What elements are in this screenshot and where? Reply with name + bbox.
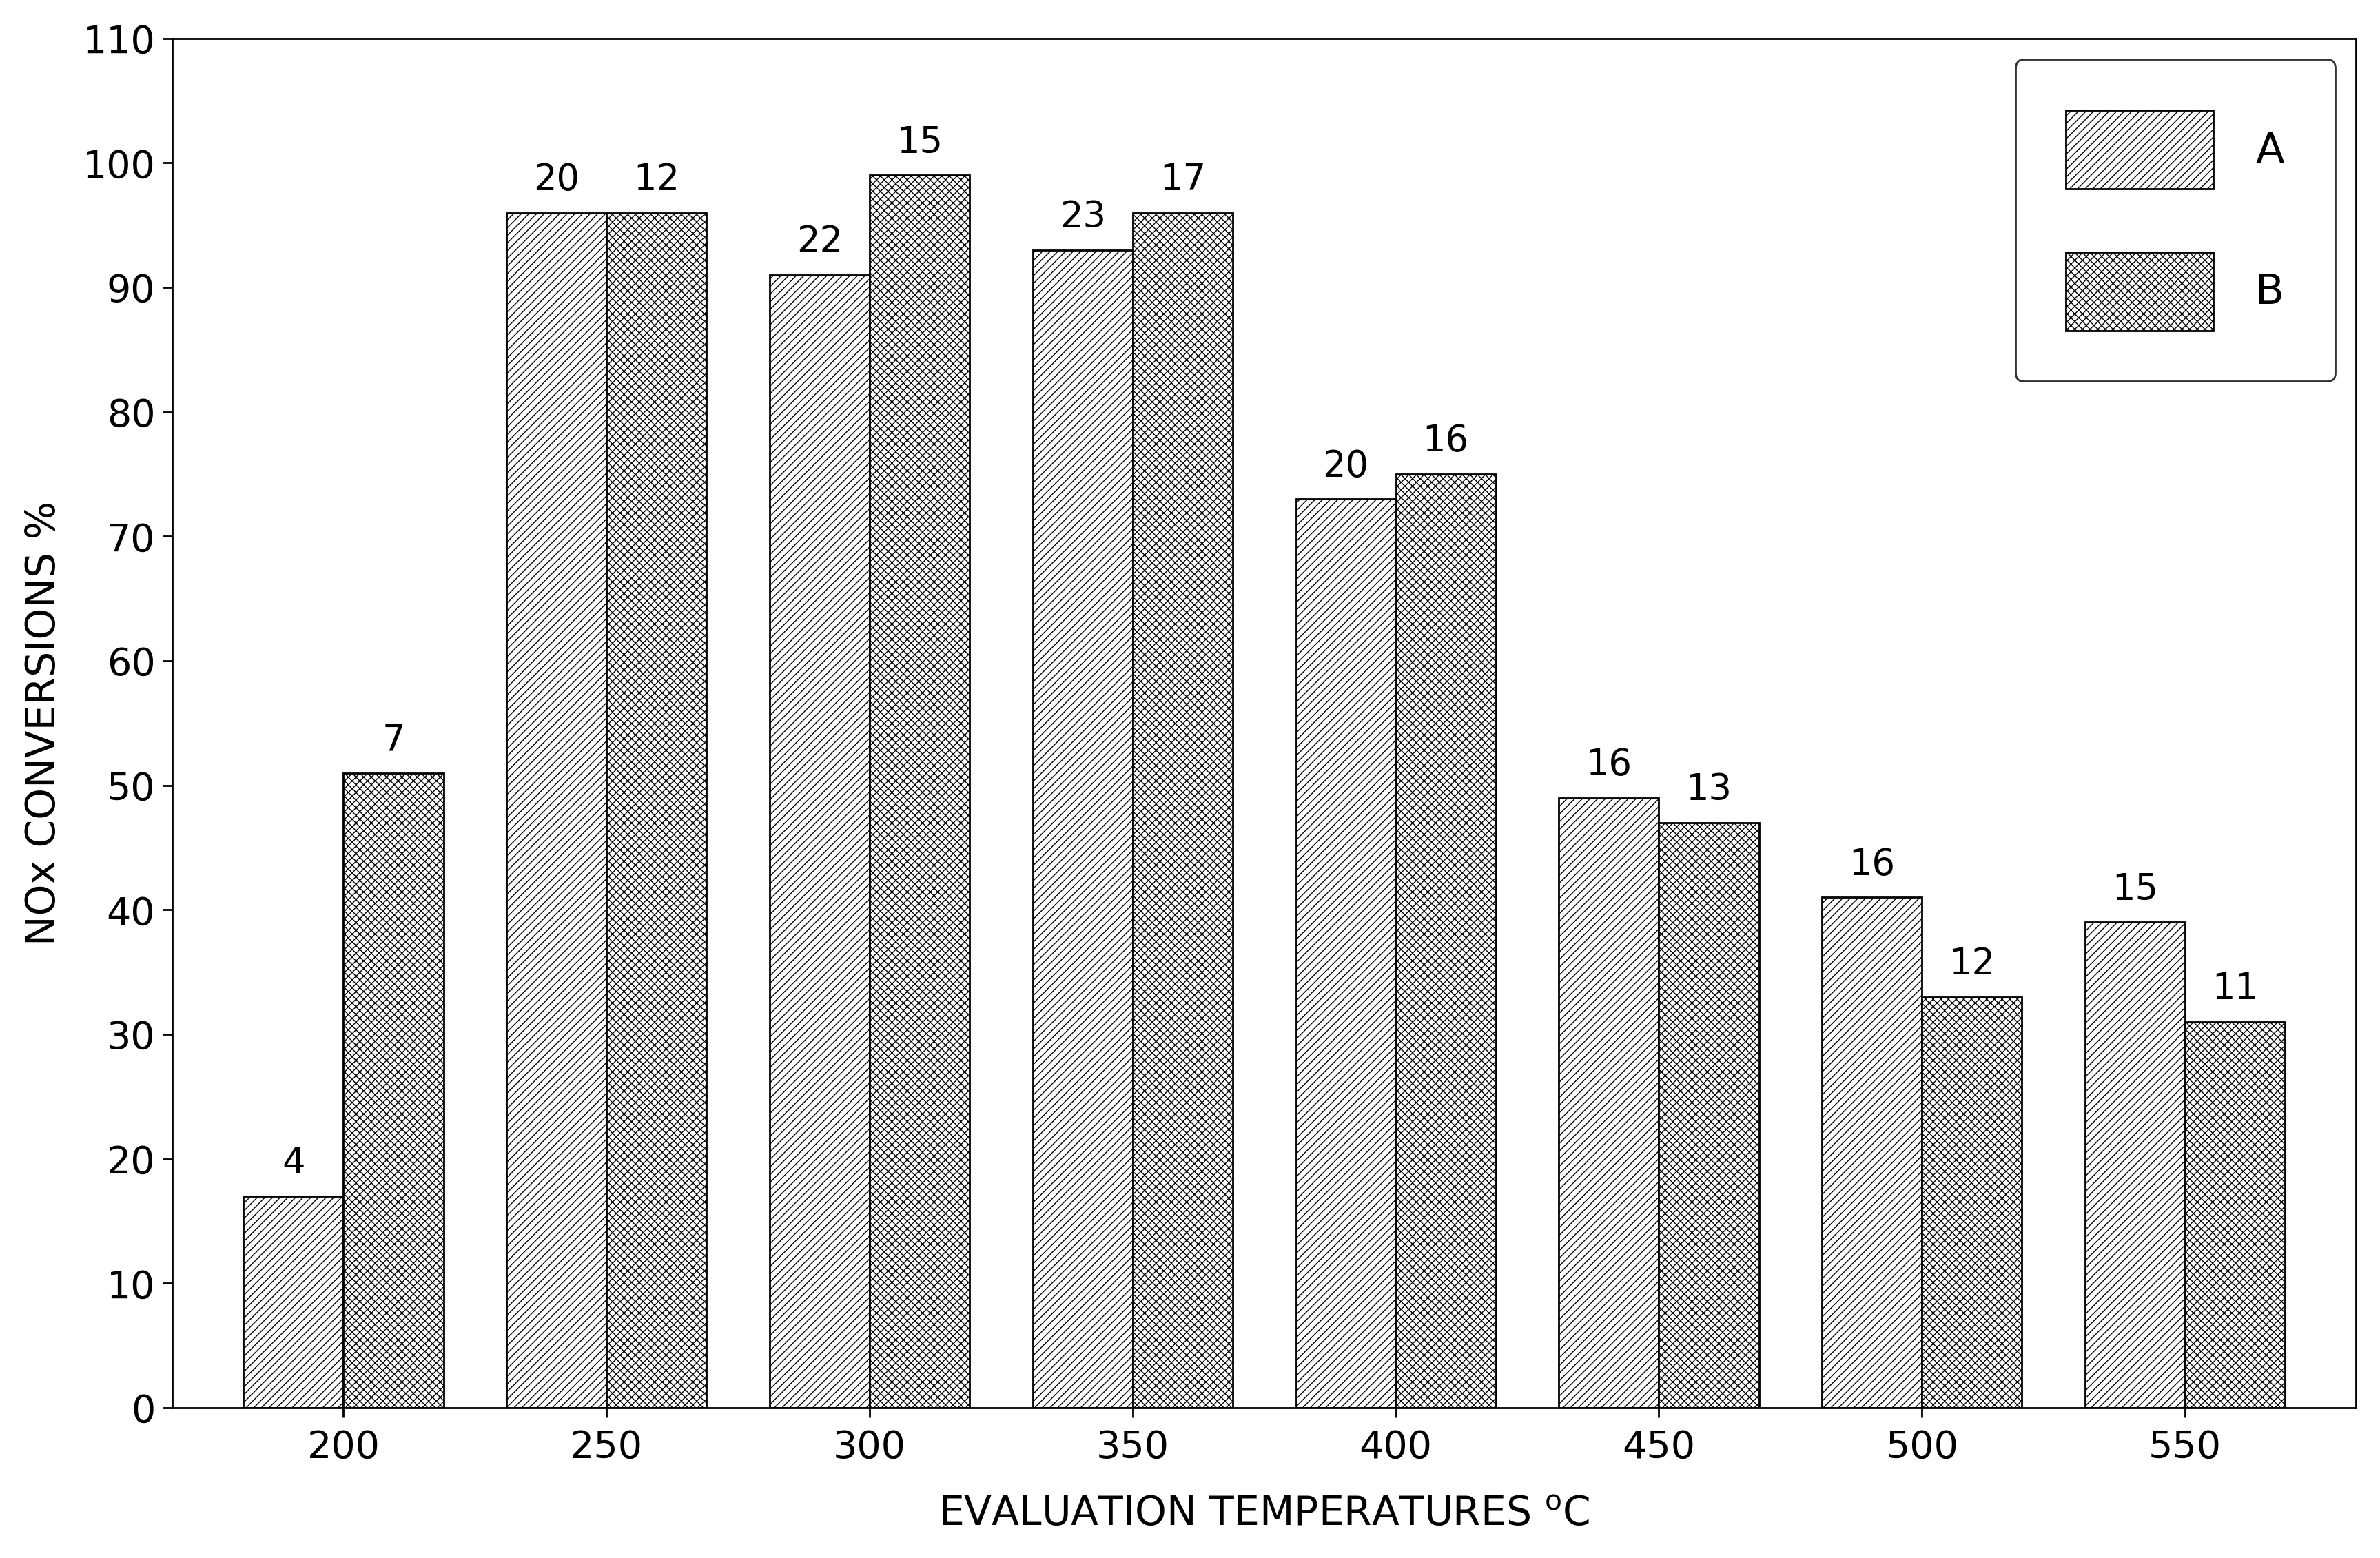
Text: 12: 12 — [633, 162, 681, 198]
Text: 16: 16 — [1849, 846, 1894, 882]
Bar — [1823, 897, 1923, 1408]
Text: 17: 17 — [1159, 162, 1207, 198]
Bar — [1395, 474, 1495, 1408]
X-axis label: EVALUATION TEMPERATURES $^{\mathrm{o}}$C: EVALUATION TEMPERATURES $^{\mathrm{o}}$C — [938, 1494, 1590, 1535]
Legend: A, B: A, B — [2016, 59, 2335, 382]
Bar — [1659, 823, 1759, 1408]
Bar — [607, 213, 707, 1408]
Bar — [1295, 499, 1395, 1408]
Text: 16: 16 — [1423, 424, 1468, 460]
Text: 20: 20 — [533, 162, 581, 198]
Bar — [507, 213, 607, 1408]
Bar — [1033, 249, 1133, 1408]
Bar — [243, 1197, 343, 1408]
Text: 22: 22 — [797, 224, 843, 260]
Text: 4: 4 — [281, 1145, 305, 1181]
Bar — [1559, 798, 1659, 1408]
Bar — [2085, 922, 2185, 1408]
Text: 12: 12 — [1949, 946, 1994, 982]
Bar — [2185, 1022, 2285, 1408]
Text: 7: 7 — [381, 723, 405, 757]
Text: 16: 16 — [1585, 746, 1633, 782]
Text: 15: 15 — [897, 125, 942, 160]
Bar — [769, 274, 869, 1408]
Bar — [1133, 213, 1233, 1408]
Text: 11: 11 — [2211, 971, 2259, 1006]
Y-axis label: NOx CONVERSIONS %: NOx CONVERSIONS % — [24, 500, 64, 946]
Bar — [869, 176, 969, 1408]
Bar — [1923, 997, 2023, 1408]
Bar — [343, 773, 443, 1408]
Text: 20: 20 — [1323, 449, 1368, 485]
Text: 15: 15 — [2111, 871, 2159, 907]
Text: 23: 23 — [1059, 199, 1107, 235]
Text: 13: 13 — [1685, 771, 1733, 807]
